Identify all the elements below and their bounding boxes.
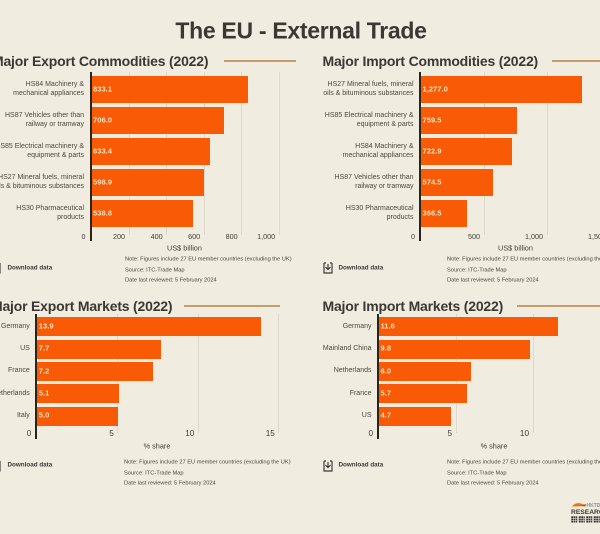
svg-text:HKTDC: HKTDC [587,503,600,509]
svg-text:RESEARCH: RESEARCH [571,509,600,516]
